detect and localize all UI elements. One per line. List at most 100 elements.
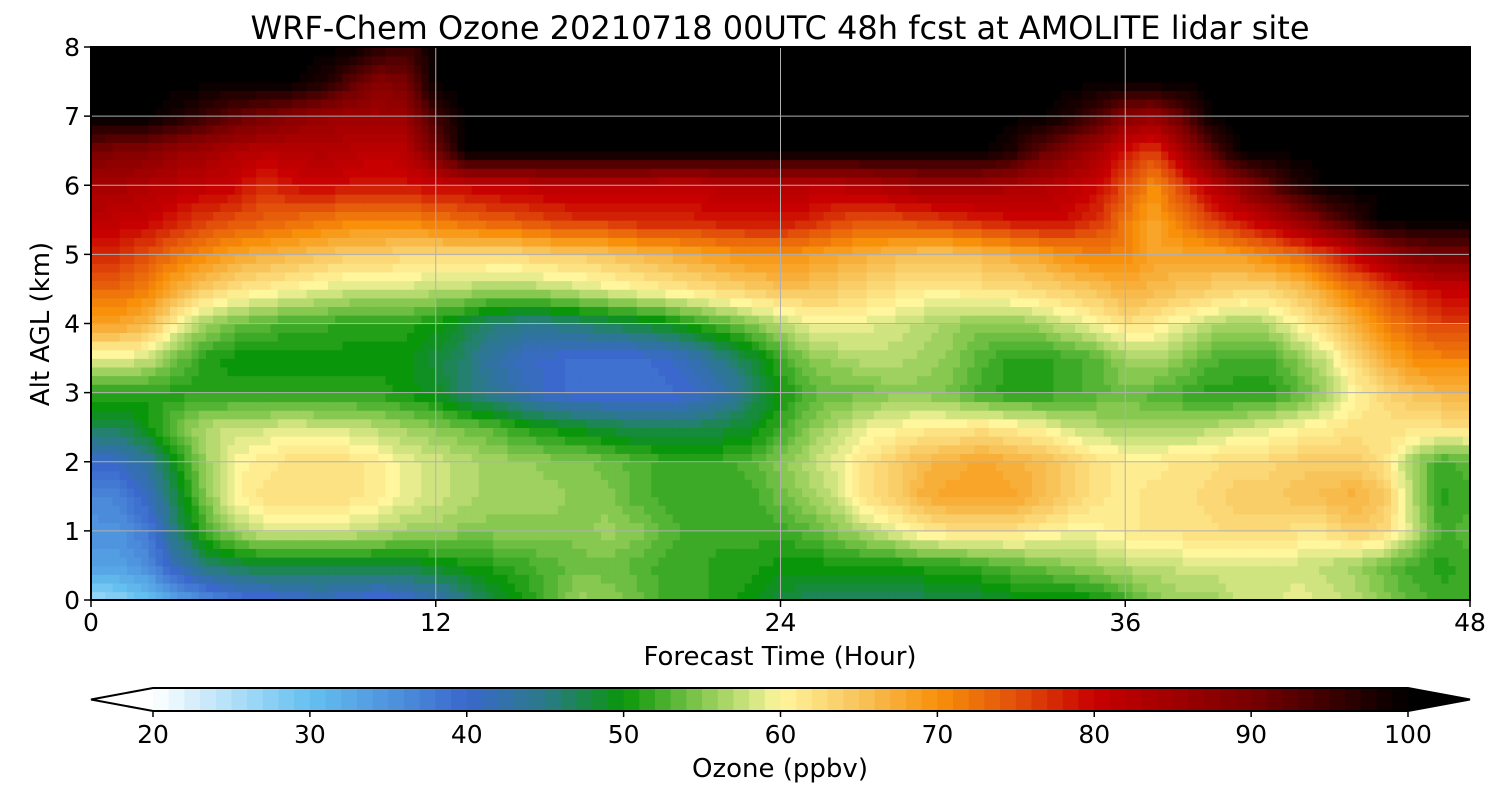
heatmap-cell — [1319, 582, 1328, 593]
heatmap-cell — [464, 461, 473, 472]
heatmap-cell — [1118, 504, 1127, 515]
heatmap-cell — [924, 375, 933, 385]
heatmap-cell — [1426, 444, 1435, 454]
heatmap-cell — [356, 383, 365, 394]
heatmap-cell — [1268, 574, 1277, 584]
heatmap-cell — [493, 453, 502, 463]
heatmap-cell — [478, 383, 487, 394]
heatmap-cell — [629, 375, 638, 385]
heatmap-cell — [723, 574, 732, 584]
heatmap-cell — [1125, 548, 1134, 558]
heatmap-cell — [1039, 427, 1048, 437]
heatmap-cell — [758, 470, 767, 480]
heatmap-cell — [636, 427, 645, 437]
heatmap-cell — [572, 418, 581, 428]
heatmap-cell — [378, 522, 387, 532]
heatmap-cell — [1304, 418, 1313, 428]
heatmap-cell — [162, 392, 171, 403]
heatmap-cell — [514, 565, 523, 575]
heatmap-cell — [1398, 453, 1407, 463]
heatmap-cell — [1039, 383, 1048, 394]
heatmap-cell — [292, 453, 301, 463]
heatmap-cell — [967, 461, 976, 472]
heatmap-cell — [378, 409, 387, 420]
heatmap-cell — [486, 409, 495, 420]
heatmap-cell — [651, 565, 660, 575]
heatmap-cell — [593, 513, 602, 524]
heatmap-cell — [385, 496, 394, 506]
heatmap-cell — [1110, 530, 1119, 541]
heatmap-cell — [1046, 435, 1055, 446]
heatmap-cell — [385, 504, 394, 515]
heatmap-cell — [521, 444, 530, 454]
heatmap-cell — [205, 401, 214, 411]
heatmap-cell — [1031, 444, 1040, 454]
heatmap-cell — [141, 530, 150, 541]
heatmap-cell — [500, 427, 509, 437]
heatmap-cell — [1455, 409, 1464, 420]
heatmap-cell — [658, 548, 667, 558]
heatmap-cell — [313, 401, 322, 411]
heatmap-cell — [141, 392, 150, 403]
heatmap-cell — [694, 453, 703, 463]
heatmap-cell — [766, 470, 775, 480]
heatmap-cell — [1132, 548, 1141, 558]
heatmap-cell — [974, 418, 983, 428]
heatmap-cell — [1225, 591, 1234, 600]
heatmap-cell — [572, 392, 581, 403]
heatmap-cell — [1118, 539, 1127, 549]
heatmap-cell — [536, 548, 545, 558]
heatmap-cell — [1426, 392, 1435, 403]
heatmap-cell — [1340, 496, 1349, 506]
heatmap-cell — [263, 375, 272, 385]
heatmap-cell — [313, 461, 322, 472]
heatmap-cell — [450, 496, 459, 506]
heatmap-cell — [486, 496, 495, 506]
heatmap-cell — [184, 427, 193, 437]
heatmap-cell — [277, 479, 286, 489]
heatmap-cell — [1247, 548, 1256, 558]
heatmap-cell — [859, 565, 868, 575]
heatmap-cell — [457, 470, 466, 480]
heatmap-cell — [1462, 565, 1470, 575]
heatmap-cell — [1074, 375, 1083, 385]
heatmap-cell — [1355, 591, 1364, 600]
heatmap-cell — [141, 461, 150, 472]
heatmap-cell — [392, 470, 401, 480]
heatmap-cell — [608, 565, 617, 575]
heatmap-cell — [385, 479, 394, 489]
heatmap-cell — [881, 418, 890, 428]
heatmap-cell — [967, 418, 976, 428]
heatmap-cell — [1347, 574, 1356, 584]
heatmap-cell — [464, 470, 473, 480]
heatmap-cell — [378, 479, 387, 489]
heatmap-cell — [1211, 548, 1220, 558]
heatmap-cell — [1189, 409, 1198, 420]
heatmap-cell — [1319, 453, 1328, 463]
heatmap-cell — [428, 574, 437, 584]
heatmap-cell — [399, 470, 408, 480]
heatmap-cell — [191, 487, 200, 498]
heatmap-cell — [521, 487, 530, 498]
heatmap-cell — [234, 556, 243, 567]
heatmap-cell — [665, 496, 674, 506]
heatmap-cell — [622, 574, 631, 584]
heatmap-cell — [486, 530, 495, 541]
heatmap-cell — [134, 435, 143, 446]
heatmap-cell — [888, 409, 897, 420]
heatmap-cell — [751, 453, 760, 463]
heatmap-cell — [988, 539, 997, 549]
heatmap-cell — [1319, 574, 1328, 584]
heatmap-cell — [1146, 401, 1155, 411]
heatmap-cell — [306, 565, 315, 575]
heatmap-cell — [1355, 435, 1364, 446]
heatmap-cell — [845, 548, 854, 558]
heatmap-cell — [1031, 565, 1040, 575]
heatmap-cell — [1225, 504, 1234, 515]
heatmap-cell — [249, 375, 257, 385]
heatmap-cell — [1462, 574, 1470, 584]
heatmap-cell — [1311, 470, 1320, 480]
heatmap-cell — [1132, 504, 1141, 515]
heatmap-cell — [1204, 582, 1213, 593]
heatmap-cell — [263, 392, 272, 403]
